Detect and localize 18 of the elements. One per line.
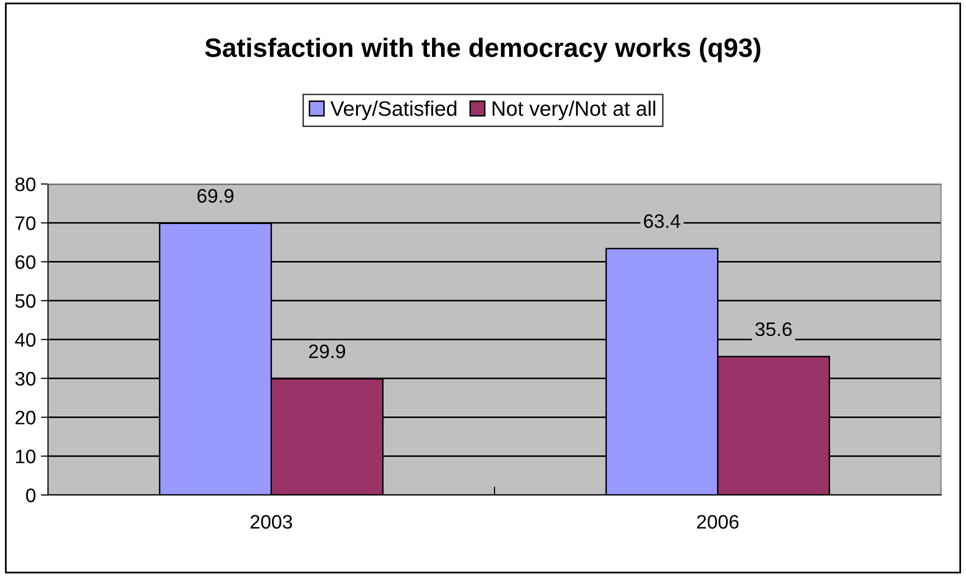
data-label: 29.9 — [309, 344, 346, 358]
legend-label: Not very/Not at all — [492, 100, 656, 120]
y-tick-label: 80 — [15, 177, 36, 192]
chart-title: Satisfaction with the democracy works (q93) — [205, 38, 760, 62]
y-tick-label: 50 — [15, 294, 36, 308]
data-label: 63.4 — [644, 214, 680, 228]
y-tick-label: 40 — [15, 332, 36, 347]
y-tick-label: 60 — [16, 255, 36, 269]
legend-label: Very/Satisfied — [330, 100, 456, 120]
y-tick-label: 30 — [15, 372, 36, 386]
data-label: 35.6 — [755, 322, 792, 336]
data-label: 69.9 — [198, 188, 234, 203]
x-tick-label: 2003 — [250, 514, 292, 529]
y-tick-label: 70 — [16, 216, 36, 230]
y-tick-label: 10 — [16, 450, 36, 464]
x-tick-label: 2006 — [697, 514, 739, 529]
y-tick-label: 0 — [26, 488, 36, 502]
y-tick-label: 20 — [16, 410, 36, 424]
